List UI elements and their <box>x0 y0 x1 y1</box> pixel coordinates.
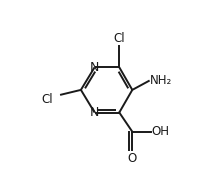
Text: NH₂: NH₂ <box>149 74 172 87</box>
Text: O: O <box>128 152 137 165</box>
Text: N: N <box>90 106 99 119</box>
Text: N: N <box>90 61 99 74</box>
Text: OH: OH <box>151 125 170 138</box>
Text: Cl: Cl <box>41 93 53 106</box>
Text: Cl: Cl <box>114 32 125 45</box>
